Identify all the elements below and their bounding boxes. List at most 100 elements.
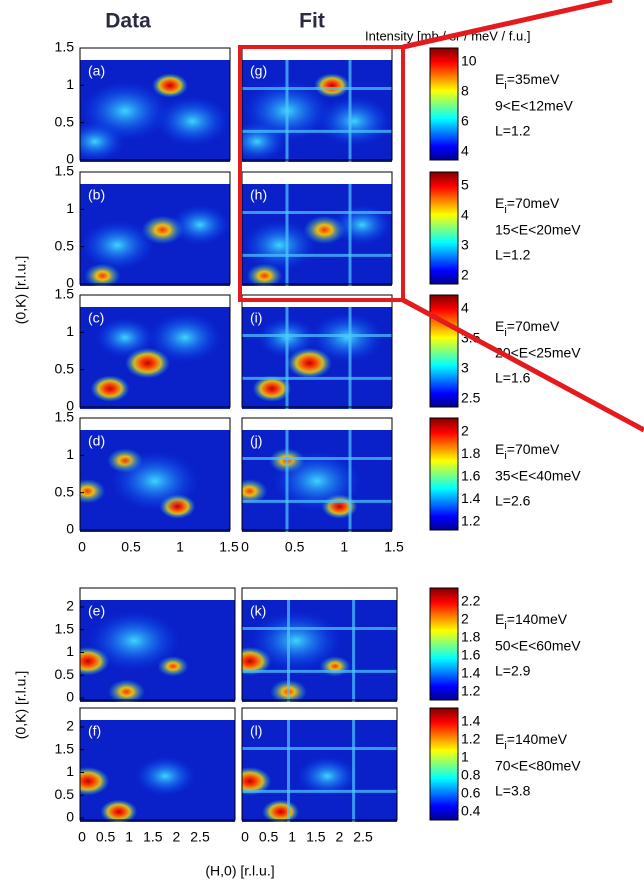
energy-window: 20<E<25meV (495, 345, 581, 361)
heatmap (80, 184, 230, 286)
panel-frame (79, 47, 231, 161)
hotspot (100, 799, 138, 822)
colorbar-tick-label: 4 (461, 143, 469, 159)
heatmap (80, 600, 235, 702)
hotspot (242, 478, 268, 504)
ei-subscript: i (504, 740, 506, 752)
colorbar-tick-label: 1.4 (461, 490, 481, 506)
y-tick-label: 0 (66, 809, 74, 825)
y-tick-label: 0.5 (55, 237, 75, 253)
colorbar (429, 707, 459, 821)
panel-frame (79, 171, 231, 285)
colorbar-tick-label: 8 (461, 83, 469, 99)
ei-value: =70meV (507, 318, 560, 334)
panel-frame (79, 294, 231, 408)
panel-label: (a) (88, 63, 105, 79)
x-tick-label: 0.5 (285, 539, 305, 555)
energy-window: 50<E<60meV (495, 638, 581, 654)
colorbar-tick-label: 1.8 (461, 629, 481, 645)
energy-window: 35<E<40meV (495, 468, 581, 484)
y-tick-label: 1.5 (55, 39, 75, 55)
hotspot (87, 610, 181, 672)
l-value: L=1.6 (495, 370, 531, 386)
colorbar-tick-label: 1.4 (461, 665, 481, 681)
hotspot (246, 263, 283, 286)
hotspot (317, 95, 392, 147)
colorbar (429, 587, 459, 701)
colorbar-tick-label: 2 (461, 611, 469, 627)
x-tick-label: 1.5 (143, 829, 163, 845)
hotspot (80, 478, 106, 504)
heatmap (242, 430, 392, 532)
colorbar-tick-label: 1.6 (461, 468, 481, 484)
y-tick-label: 2 (66, 718, 74, 734)
colorbar (429, 171, 459, 285)
ei-symbol: E (495, 441, 504, 457)
hotspot (84, 263, 121, 286)
hotspot (309, 312, 385, 364)
panel-label: (k) (250, 603, 266, 619)
x-tick-label: 2.5 (353, 829, 373, 845)
l-value: L=3.8 (495, 783, 531, 799)
incident-energy: Ei=140meV (495, 731, 568, 752)
y-tick-label: 1 (66, 446, 74, 462)
colorbar (429, 417, 459, 531)
x-tick-label: 1 (288, 829, 296, 845)
data-header: Data (105, 10, 151, 33)
colorbar-tick-label: 1.2 (461, 513, 481, 529)
hotspot (80, 121, 125, 162)
heatmap (242, 600, 397, 702)
colorbar (429, 47, 459, 161)
heatmap (242, 307, 392, 409)
panel-label: (i) (250, 310, 262, 326)
heatmap (80, 60, 230, 162)
incident-energy: Ei=140meV (495, 611, 568, 632)
x-tick-label: 1.5 (384, 539, 404, 555)
colorbar-tick-label: 4 (461, 207, 469, 223)
y-tick-label: 0.5 (55, 786, 75, 802)
y-tick-label: 0 (66, 521, 74, 537)
y-axis-label: (0,K) [r.l.u.] (13, 256, 29, 324)
hotspot (110, 450, 200, 512)
y-tick-label: 1 (66, 76, 74, 92)
panel-label: (g) (250, 63, 267, 79)
colorbar-tick-label: 1.6 (461, 647, 481, 663)
panel-label: (j) (250, 433, 262, 449)
y-axis-label: (0,K) [r.l.u.] (13, 671, 29, 739)
y-tick-label: 1.5 (55, 620, 75, 636)
colorbar-tick-label: 1 (461, 749, 469, 765)
energy-window: 15<E<20meV (495, 222, 581, 238)
y-tick-label: 0.5 (55, 666, 75, 682)
hotspot (152, 73, 188, 98)
l-value: L=1.2 (495, 247, 531, 263)
colorbar-tick-label: 5 (461, 177, 469, 193)
incident-energy: Ei=70meV (495, 318, 560, 339)
colorbar-tick-label: 1.2 (461, 731, 481, 747)
incident-energy: Ei=70meV (495, 195, 560, 216)
colorbar-tick-label: 6 (461, 113, 469, 129)
y-tick-label: 0 (66, 398, 74, 414)
ei-symbol: E (495, 611, 504, 627)
hotspot (242, 121, 287, 162)
x-tick-label: 0 (241, 539, 249, 555)
hotspot (296, 755, 359, 797)
panel-frame (79, 417, 231, 531)
y-tick-label: 0 (66, 689, 74, 705)
y-tick-label: 0 (66, 151, 74, 167)
ei-value: =140meV (507, 611, 568, 627)
x-tick-label: 1 (125, 829, 133, 845)
x-tick-label: 2 (173, 829, 181, 845)
incident-energy: Ei=35meV (495, 71, 560, 92)
colorbar-tick-label: 2.2 (461, 593, 481, 609)
ei-symbol: E (495, 195, 504, 211)
x-tick-label: 1.5 (219, 539, 239, 555)
fit-header: Fit (299, 10, 325, 33)
x-tick-label: 0.5 (259, 829, 279, 845)
hotspot (314, 73, 350, 98)
panel-frame (79, 587, 236, 701)
x-tick-label: 0.5 (121, 539, 141, 555)
panel-frame (241, 417, 393, 531)
panel-label: (l) (250, 723, 262, 739)
